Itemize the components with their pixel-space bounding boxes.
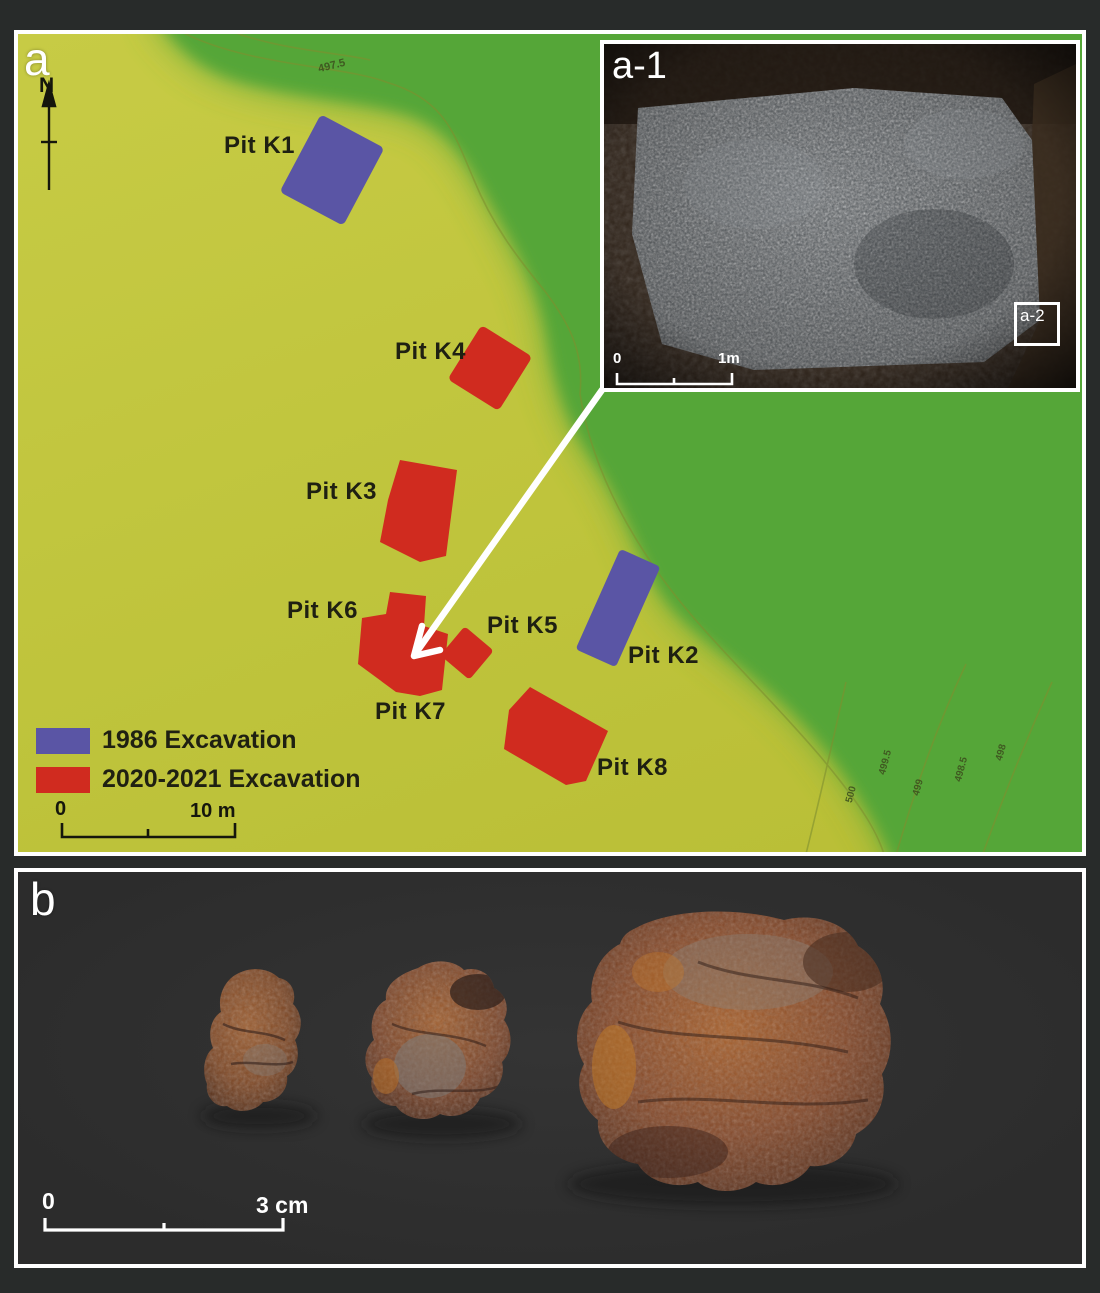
inset-scale-zero: 0	[613, 350, 622, 367]
inset-photo-a1: a-1 a-2 0 1m	[600, 40, 1080, 392]
legend-swatch-1986	[36, 728, 90, 754]
specimens-artwork	[43, 911, 898, 1232]
inset-scale-max: 1m	[718, 350, 740, 367]
inset-photo-artwork	[604, 44, 1076, 388]
inset-letter: a-1	[612, 45, 667, 87]
inset-scale-bar	[615, 373, 734, 386]
pit-k3-shape	[380, 460, 457, 562]
pit-k4-shape	[449, 326, 531, 410]
panel-b-letter: b	[30, 873, 56, 925]
panel-b-specimens: b 0 3 cm	[14, 868, 1086, 1268]
pit-k2-label: Pit K2	[628, 642, 700, 669]
inset-pointer-arrow	[410, 386, 606, 660]
pit-k6-label: Pit K6	[287, 597, 359, 624]
panel-a-letter: a	[24, 34, 50, 85]
legend-swatch-2020	[36, 767, 90, 793]
pit-k5-shape	[441, 627, 493, 679]
pit-k7-label: Pit K7	[375, 698, 447, 725]
pit-k1-shape	[281, 116, 383, 224]
specimen-scale-bar	[43, 1218, 285, 1232]
pit-k4-label: Pit K4	[395, 338, 467, 365]
north-label: N	[39, 74, 55, 97]
pit-k1-label: Pit K1	[224, 132, 296, 159]
north-arrow-icon	[41, 79, 57, 190]
panel-a-map: a N 497.5 Pit K1 Pit K2 Pit K3 Pit K4 Pi…	[14, 30, 1086, 856]
detail-box-a2: a-2	[1014, 302, 1060, 346]
pit-k5-label: Pit K5	[487, 612, 559, 639]
pit-k2-shape	[576, 550, 660, 666]
legend-label-2020: 2020-2021 Excavation	[102, 765, 361, 793]
map-scale-bar	[60, 823, 237, 839]
map-scale-zero: 0	[55, 798, 67, 820]
specimen-scale-max: 3 cm	[256, 1192, 309, 1218]
legend-label-1986: 1986 Excavation	[102, 726, 297, 754]
excavation-map: a N 497.5 Pit K1 Pit K2 Pit K3 Pit K4 Pi…	[18, 34, 1082, 852]
specimen-large	[577, 911, 891, 1191]
pit-shapes	[281, 116, 660, 785]
map-scale-max: 10 m	[190, 800, 236, 822]
contour-lines	[184, 34, 1053, 852]
pit-k3-label: Pit K3	[306, 478, 378, 505]
pit-k8-label: Pit K8	[597, 754, 669, 781]
specimen-medium	[365, 961, 511, 1120]
specimen-scale-zero: 0	[42, 1188, 55, 1214]
pit-k8-shape	[504, 687, 608, 785]
specimen-small	[204, 969, 301, 1111]
pit-k6-k7-shape	[358, 592, 448, 696]
detail-box-a2-label: a-2	[1020, 306, 1045, 325]
